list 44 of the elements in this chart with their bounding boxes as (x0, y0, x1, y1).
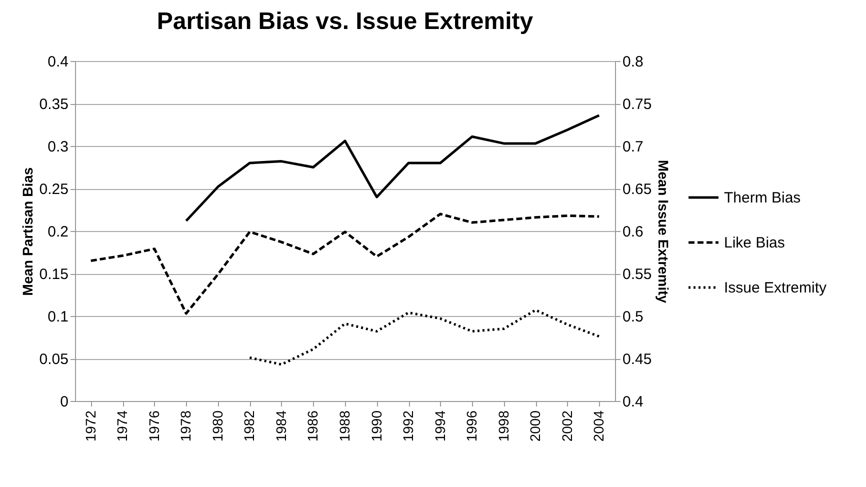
line-series (184, 114, 600, 222)
y2-tick-label: 0.45 (622, 351, 652, 368)
y-tick-label: 0.2 (48, 224, 68, 240)
y2-tick-label: 0.65 (622, 181, 652, 198)
y-tick-label: 0.4 (48, 54, 68, 70)
x-tick-label: 1976 (146, 410, 162, 442)
y2-tick-label: 0.4 (622, 394, 644, 410)
y2-tick-label: 0.7 (622, 138, 644, 156)
y-tick-label: 0.3 (48, 138, 68, 156)
x-tick-label: 1990 (368, 410, 384, 442)
x-tick-label: 1984 (272, 410, 289, 442)
y-tick-label: 0.15 (39, 266, 68, 283)
y2-tick-label: 0.75 (622, 96, 652, 113)
y-tick-label: 0.05 (39, 351, 68, 368)
x-tick-label: 2000 (527, 410, 544, 442)
y2-tick-label: 0.6 (622, 224, 644, 240)
x-tick-label: 2002 (558, 410, 575, 442)
y-tick-label: 0.25 (39, 181, 68, 198)
x-tick-label: 1996 (464, 410, 480, 442)
x-tick-label: 2004 (590, 410, 607, 442)
x-tick-label: 1980 (209, 410, 226, 442)
x-tick-label: 1992 (400, 410, 416, 442)
y2-axis-title: Mean Issue Extremity (656, 160, 672, 304)
y-tick-label: 0.1 (48, 308, 68, 326)
y2-tick-label: 0.55 (622, 266, 652, 283)
line-series (248, 308, 600, 366)
y-axis-title: Mean Partisan Bias (19, 167, 36, 296)
y-tick-label: 0.35 (39, 96, 68, 113)
x-tick-label: 1974 (114, 410, 130, 442)
y-tick-label: 0 (60, 394, 68, 410)
x-tick-label: 1978 (178, 410, 194, 442)
x-tick-label: 1998 (495, 410, 512, 442)
legend-label: Like Bias (724, 234, 785, 252)
y2-tick-label: 0.5 (622, 308, 644, 326)
legend-label: Issue Extremity (724, 280, 828, 296)
x-tick-label: 1982 (241, 410, 258, 442)
legend-label: Therm Bias (724, 190, 801, 206)
x-tick-label: 1988 (336, 410, 352, 442)
line-series (90, 212, 600, 315)
x-tick-label: 1994 (432, 410, 448, 442)
x-tick-label: 1986 (304, 410, 321, 442)
chart-title: Partisan Bias vs. Issue Extremity (156, 8, 534, 35)
y2-tick-label: 0.8 (622, 54, 644, 70)
x-tick-label: 1972 (82, 410, 98, 442)
